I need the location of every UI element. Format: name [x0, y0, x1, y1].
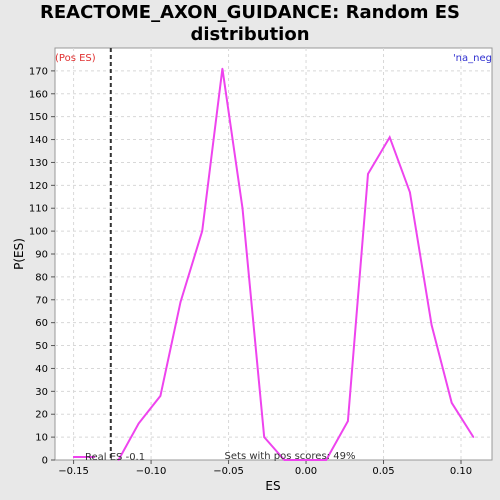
es-distribution-series-line: [117, 68, 475, 461]
es-distribution-point: [241, 207, 244, 210]
es-distribution-point: [137, 422, 140, 425]
footer-note: Sets with pos scores: 49%: [225, 451, 356, 462]
x-axis-title: ES: [265, 479, 280, 493]
chart-title: REACTOME_AXON_GUIDANCE: Random ES distri…: [0, 2, 500, 46]
es-distribution-point: [159, 395, 162, 397]
y-tick-label: 0: [42, 456, 48, 467]
neg-es-label: 'na_neg: [453, 53, 492, 64]
y-tick-label: 110: [29, 204, 48, 215]
x-tick-label: 0.00: [295, 466, 317, 477]
y-tick-label: 40: [35, 364, 48, 375]
y-tick-label: 120: [29, 181, 48, 192]
es-distribution-point: [347, 420, 349, 422]
es-distribution-point: [450, 401, 453, 404]
es-distribution-point: [367, 173, 369, 175]
es-distribution-point: [179, 301, 182, 303]
y-axis-title: P(ES): [12, 238, 26, 270]
y-tick-label: 20: [35, 410, 48, 421]
y-tick-label: 100: [29, 227, 48, 238]
y-tick-label: 30: [35, 387, 48, 398]
chart-title-line-1: REACTOME_AXON_GUIDANCE: Random ES: [40, 2, 460, 23]
grid-lines: [55, 48, 492, 460]
es-distribution-point: [221, 67, 224, 70]
y-tick-label: 130: [29, 158, 48, 169]
y-tick-label: 140: [29, 135, 48, 146]
legend-real-es-label: Real ES -0.1: [85, 452, 145, 463]
es-distribution-point: [430, 324, 433, 326]
x-tick-label: 0.10: [450, 466, 472, 477]
pos-es-label: (Pos ES): [55, 53, 96, 64]
y-tick-label: 60: [35, 318, 48, 329]
y-tick-label: 50: [35, 341, 48, 352]
x-tick-label: −0.05: [213, 466, 244, 477]
chart-title-line-2: distribution: [190, 24, 310, 45]
y-tick-label: 170: [29, 66, 48, 77]
es-distribution-point: [201, 230, 204, 232]
es-distribution-point: [325, 459, 327, 461]
y-tick-label: 80: [35, 272, 48, 283]
x-tick-label: −0.15: [58, 466, 89, 477]
es-distribution-point: [409, 191, 411, 193]
y-tick-label: 160: [29, 89, 48, 100]
y-tick-label: 90: [35, 250, 48, 261]
x-tick-label: 0.05: [372, 466, 394, 477]
es-distribution-point: [263, 436, 266, 438]
es-distribution-point: [283, 459, 286, 461]
es-distribution-point: [388, 136, 391, 139]
es-distribution-point: [472, 436, 475, 438]
es-distribution-point: [117, 459, 120, 461]
es-distribution-point: [305, 459, 307, 461]
axes: 0 10 20 30 40 50 60 70 80 90 100 110 120 130 140 150 160…: [29, 66, 472, 477]
y-tick-label: 70: [35, 295, 48, 306]
y-tick-label: 150: [29, 112, 48, 123]
x-tick-label: −0.10: [136, 466, 167, 477]
series-layer: [117, 67, 475, 461]
y-tick-label: 10: [35, 433, 48, 444]
